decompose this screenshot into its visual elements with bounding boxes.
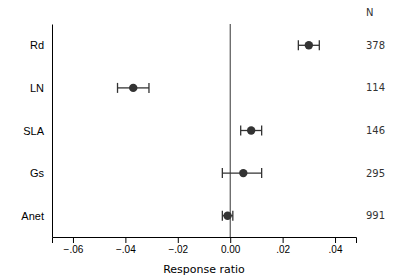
mean-point bbox=[305, 41, 313, 49]
forest-row bbox=[241, 126, 262, 136]
ci-cap-upper bbox=[319, 40, 320, 50]
n-value: 295 bbox=[366, 168, 385, 179]
x-axis: −.06 −.04 −.02 0.00 .02 .04 bbox=[53, 237, 357, 255]
mean-point bbox=[129, 84, 137, 92]
x-axis-title: Response ratio bbox=[163, 263, 245, 276]
ci-cap-lower bbox=[298, 40, 299, 50]
y-tick: Anet bbox=[21, 210, 52, 222]
x-tick-label: −.04 bbox=[116, 244, 136, 255]
x-tick: .02 bbox=[276, 237, 290, 255]
y-tick-label: SLA bbox=[23, 125, 44, 137]
y-axis: Rd LN SLA Gs Anet bbox=[21, 25, 52, 238]
ci-cap-upper bbox=[148, 83, 149, 93]
y-tick-label: Anet bbox=[21, 210, 44, 222]
mean-point bbox=[239, 169, 247, 177]
x-tick-label: −.02 bbox=[168, 244, 188, 255]
ci-cap-lower bbox=[222, 168, 223, 178]
x-tick-mark bbox=[178, 237, 179, 243]
x-tick: −.04 bbox=[116, 237, 136, 255]
x-tick-mark bbox=[230, 237, 231, 243]
mean-point bbox=[223, 212, 231, 220]
y-tick: LN bbox=[30, 82, 52, 94]
chart: −.06 −.04 −.02 0.00 .02 .04 Rd LN SLA Gs Anet 378 11… bbox=[0, 0, 400, 279]
y-tick: Rd bbox=[30, 39, 52, 51]
x-tick: .04 bbox=[329, 237, 343, 255]
marks bbox=[118, 24, 320, 237]
x-tick-label: .04 bbox=[329, 244, 343, 255]
x-tick-mark bbox=[335, 237, 336, 243]
x-tick-label: −.06 bbox=[64, 244, 84, 255]
ci-cap-lower bbox=[222, 211, 223, 221]
y-axis-line bbox=[52, 25, 53, 238]
n-value: 146 bbox=[366, 125, 385, 136]
ci-cap-lower bbox=[117, 83, 118, 93]
n-header: N bbox=[366, 7, 373, 18]
ci-cap-upper bbox=[261, 168, 262, 178]
x-tick-label: 0.00 bbox=[221, 244, 241, 255]
x-tick-label: .02 bbox=[276, 244, 290, 255]
y-tick-label: Gs bbox=[30, 167, 45, 179]
n-value: 114 bbox=[366, 82, 385, 93]
x-tick-mark bbox=[73, 237, 74, 243]
mean-point bbox=[247, 126, 255, 134]
n-value: 991 bbox=[366, 210, 385, 221]
y-tick-label: Rd bbox=[30, 39, 44, 51]
forest-row bbox=[298, 40, 319, 50]
forest-row bbox=[222, 168, 261, 178]
ci-cap-upper bbox=[261, 126, 262, 136]
x-tick: −.06 bbox=[64, 237, 84, 255]
x-tick-mark bbox=[283, 237, 284, 243]
y-tick-label: LN bbox=[30, 82, 44, 94]
x-tick-mark bbox=[125, 237, 126, 243]
forest-row bbox=[222, 211, 232, 221]
x-tick: 0.00 bbox=[221, 237, 241, 255]
reference-line bbox=[230, 24, 231, 237]
n-value: 378 bbox=[366, 40, 385, 51]
ci-cap-upper bbox=[232, 211, 233, 221]
plot-area: −.06 −.04 −.02 0.00 .02 .04 Rd LN SLA Gs Anet 378 11… bbox=[21, 7, 385, 255]
y-tick: SLA bbox=[23, 125, 52, 137]
forest-row bbox=[118, 83, 149, 93]
x-tick: −.02 bbox=[168, 237, 188, 255]
y-tick: Gs bbox=[30, 167, 52, 179]
ci-cap-lower bbox=[240, 126, 241, 136]
x-axis-line bbox=[53, 238, 357, 244]
